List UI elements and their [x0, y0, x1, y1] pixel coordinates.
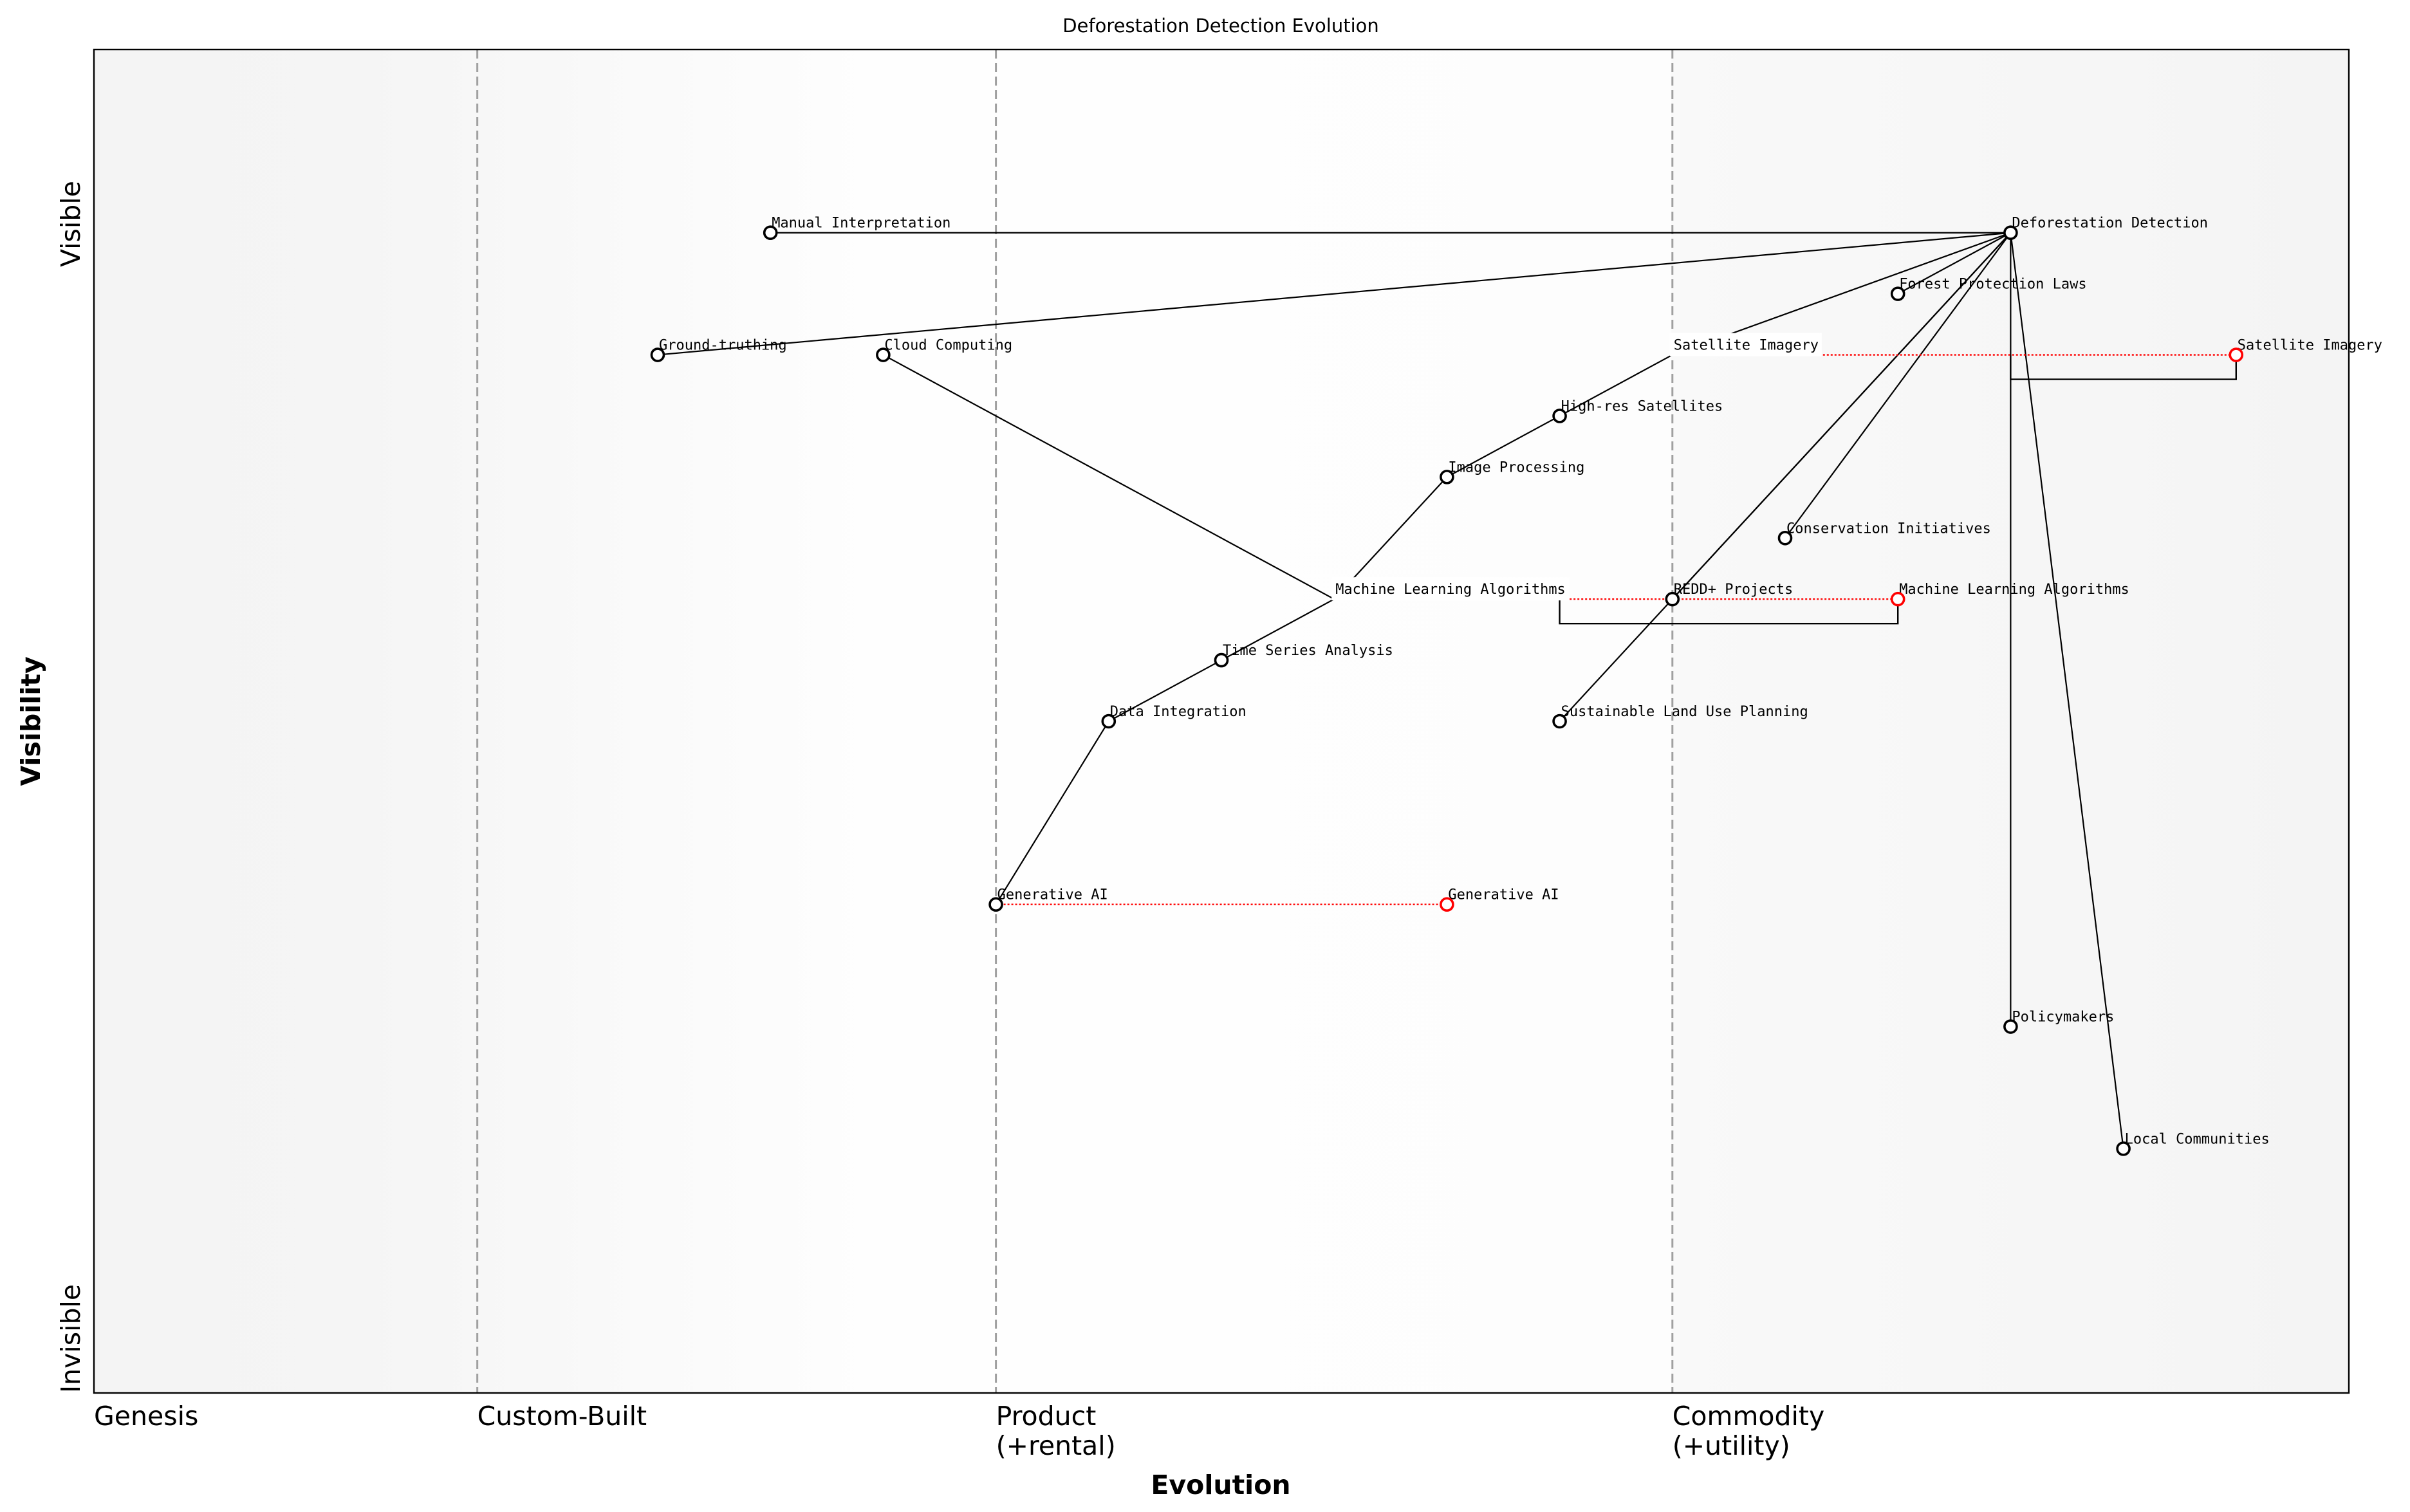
component-marker	[1552, 714, 1567, 729]
component-image-processing[interactable]: Image Processing	[1440, 459, 1584, 484]
plot-frame	[93, 48, 2350, 1394]
component-label: Forest Protection Laws	[1899, 277, 2086, 293]
component-label: Machine Learning Algorithms	[1899, 582, 2129, 598]
evolved-component-generative-ai[interactable]: Generative AI	[1440, 887, 1559, 912]
evolved-component-machine-learning-algorithms[interactable]: Machine Learning Algorithms	[1890, 582, 2129, 607]
component-marker	[1214, 652, 1229, 668]
stage-lines	[476, 50, 1674, 1393]
component-marker	[1101, 714, 1117, 729]
component-local-communities[interactable]: Local Communities	[2116, 1131, 2270, 1156]
link-deforestation-detection-to-local-communities	[2010, 232, 2124, 1149]
link-deforestation-detection-to-forest-protection-laws	[1897, 232, 2011, 295]
component-marker	[2003, 225, 2018, 241]
component-sustainable-land-use-planning[interactable]: Sustainable Land Use Planning	[1552, 704, 1808, 729]
component-marker	[1777, 530, 1793, 546]
component-marker	[1890, 286, 1905, 301]
link-deforestation-detection-to-ground-truthing	[657, 232, 2011, 356]
y-tick-visible: Visible	[55, 181, 86, 267]
component-machine-learning-algorithms[interactable]: Machine Learning Algorithms	[1331, 577, 1570, 601]
dependency-links	[657, 232, 2124, 1149]
chart-title: Deforestation Detection Evolution	[1062, 15, 1379, 37]
component-label: Ground-truthing	[659, 338, 787, 354]
component-ground-truthing[interactable]: Ground-truthing	[650, 338, 787, 362]
component-label: High-res Satellites	[1561, 398, 1723, 414]
component-label: Machine Learning Algorithms	[1335, 582, 1566, 598]
pipeline	[1559, 599, 1899, 625]
component-manual-interpretation[interactable]: Manual Interpretation	[763, 216, 951, 241]
component-label: Cloud Computing	[884, 338, 1012, 354]
component-marker	[1440, 897, 1454, 912]
component-label: Time Series Analysis	[1223, 643, 1393, 659]
link-deforestation-detection-to-sustainable-land-use-planning	[1559, 232, 2012, 722]
component-label: Manual Interpretation	[772, 216, 950, 232]
component-marker	[1552, 409, 1567, 423]
component-high-res-satellites[interactable]: High-res Satellites	[1552, 398, 1723, 423]
x-axis-label: Evolution	[1151, 1470, 1290, 1500]
link-machine-learning-algorithms-to-time-series-analysis	[1221, 598, 1335, 661]
evolved-component-satellite-imagery[interactable]: Satellite Imagery	[2229, 338, 2382, 362]
link-deforestation-detection-to-conservation-initiatives	[1784, 232, 2012, 539]
component-label: Satellite Imagery	[2238, 338, 2382, 354]
link-high-res-satellites-to-image-processing	[1446, 415, 1561, 478]
component-marker	[2003, 1019, 2018, 1034]
component-deforestation-detection[interactable]: Deforestation Detection	[2003, 216, 2208, 241]
component-data-integration[interactable]: Data Integration	[1101, 704, 1247, 729]
link-cloud-computing-to-machine-learning-algorithms	[882, 354, 1335, 600]
component-marker	[988, 897, 1003, 912]
component-redd-projects[interactable]: REDD+ Projects	[1665, 582, 1793, 607]
stage-label-genesis: Genesis	[94, 1401, 198, 1432]
component-marker	[650, 347, 665, 362]
stage-label-product-rental: Product (+rental)	[996, 1401, 1116, 1461]
y-axis-label: Visibility	[15, 656, 46, 786]
component-marker	[1440, 470, 1454, 484]
component-label: Deforestation Detection	[2012, 216, 2208, 232]
component-satellite-imagery[interactable]: Satellite Imagery	[1669, 333, 1822, 356]
y-tick-invisible: Invisible	[55, 1284, 86, 1393]
component-marker	[763, 225, 778, 241]
component-label: Conservation Initiatives	[1786, 521, 1991, 537]
component-marker	[876, 347, 891, 362]
component-marker	[1890, 591, 1905, 607]
component-label: Data Integration	[1110, 704, 1247, 720]
component-marker	[2229, 347, 2244, 362]
component-label: Local Communities	[2125, 1131, 2270, 1147]
component-conservation-initiatives[interactable]: Conservation Initiatives	[1777, 521, 1991, 546]
link-data-integration-to-generative-ai	[995, 721, 1109, 905]
component-marker	[2116, 1141, 2131, 1156]
component-label: Sustainable Land Use Planning	[1561, 704, 1808, 720]
component-time-series-analysis[interactable]: Time Series Analysis	[1214, 643, 1393, 668]
component-label: Image Processing	[1448, 459, 1584, 475]
component-forest-protection-laws[interactable]: Forest Protection Laws	[1890, 277, 2087, 301]
component-label: Satellite Imagery	[1674, 338, 1819, 354]
component-generative-ai[interactable]: Generative AI	[988, 887, 1108, 912]
link-satellite-imagery-to-high-res-satellites	[1559, 354, 1673, 417]
components: Deforestation Detection Manual Interpreta…	[650, 216, 2382, 1156]
x-stage-ticks: Genesis Custom-Built Product (+rental) Commo…	[94, 1401, 1824, 1461]
component-label: Policymakers	[2012, 1010, 2114, 1026]
component-label: Generative AI	[1448, 887, 1559, 903]
component-label: Generative AI	[997, 887, 1108, 903]
component-marker	[1665, 591, 1680, 607]
stage-label-commodity-utility: Commodity (+utility)	[1673, 1401, 1824, 1461]
link-time-series-analysis-to-data-integration	[1108, 659, 1222, 722]
component-policymakers[interactable]: Policymakers	[2003, 1010, 2114, 1034]
component-cloud-computing[interactable]: Cloud Computing	[876, 338, 1012, 362]
stage-label-custom-built: Custom-Built	[477, 1401, 647, 1432]
component-label: REDD+ Projects	[1674, 582, 1793, 598]
